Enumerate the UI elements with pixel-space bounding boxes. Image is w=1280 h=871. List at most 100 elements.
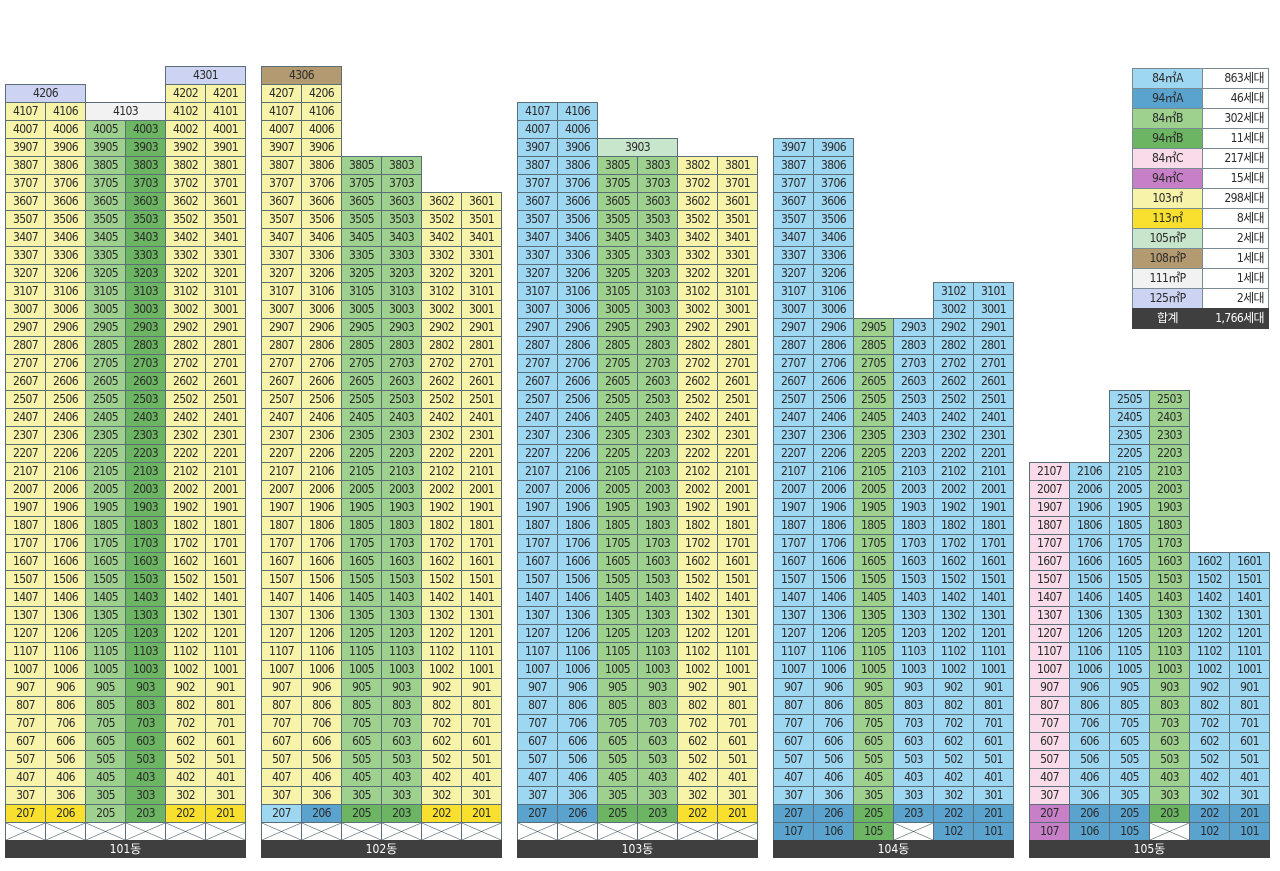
unit-cell: 1201 [205, 624, 246, 643]
unit-cell: 306 [301, 786, 342, 805]
unit-cell: 2706 [301, 354, 342, 373]
unit-cell: 1906 [557, 498, 598, 517]
unit-cell: 3801 [717, 156, 758, 175]
unit-cell: 1103 [125, 642, 166, 661]
unit-cell: 1501 [1229, 570, 1270, 589]
unit-cell: 2006 [1069, 480, 1110, 499]
unit-cell: 3707 [773, 174, 814, 193]
unit-cell: 2301 [461, 426, 502, 445]
unit-cell: 407 [261, 768, 302, 787]
unit-cell: 3106 [557, 282, 598, 301]
unit-cell: 4107 [5, 102, 46, 121]
unit-cell: 707 [517, 714, 558, 733]
unit-cell: 2802 [933, 336, 974, 355]
unit-cell: 4201 [205, 84, 246, 103]
unit-cell: 3002 [933, 300, 974, 319]
unit-cell: 2505 [85, 390, 126, 409]
unit-cell: 907 [773, 678, 814, 697]
unit-cell: 1407 [1029, 588, 1070, 607]
unit-cell: 207 [1029, 804, 1070, 823]
unit-cell: 2401 [717, 408, 758, 427]
unit-cell: 2002 [933, 480, 974, 499]
unit-cell: 3806 [813, 156, 854, 175]
unit-cell: 1305 [341, 606, 382, 625]
unit-cell: 3503 [125, 210, 166, 229]
unit-cell: 406 [557, 768, 598, 787]
unit-cell: 2307 [773, 426, 814, 445]
legend-swatch-label: 94㎡A [1132, 88, 1203, 109]
unit-cell: 905 [341, 678, 382, 697]
unit-cell: 605 [853, 732, 894, 751]
unit-cell: 1002 [165, 660, 206, 679]
unit-cell: 1403 [381, 588, 422, 607]
unit-cell: 1902 [933, 498, 974, 517]
unit-cell: 2605 [341, 372, 382, 391]
unit-cell: 1305 [1109, 606, 1150, 625]
unit-cell: 3707 [517, 174, 558, 193]
unit-cell: 3603 [125, 192, 166, 211]
unit-cell: 1107 [5, 642, 46, 661]
unit-cell: 2607 [517, 372, 558, 391]
unit-cell: 2306 [813, 426, 854, 445]
unit-cell: 2901 [461, 318, 502, 337]
unit-cell: 201 [973, 804, 1014, 823]
unit-cell: 3102 [677, 282, 718, 301]
unit-cell: 2007 [1029, 480, 1070, 499]
unit-cell: 1105 [341, 642, 382, 661]
unit-cell: 1405 [85, 588, 126, 607]
unit-cell: 3106 [45, 282, 86, 301]
legend-count: 8세대 [1202, 208, 1269, 229]
unit-cell: 2305 [1109, 426, 1150, 445]
unit-cell: 1803 [637, 516, 678, 535]
unit-cell: 1203 [893, 624, 934, 643]
unit-cell: 1506 [557, 570, 598, 589]
unit-cell: 202 [1189, 804, 1230, 823]
pilotis-cell [125, 822, 166, 841]
unit-cell: 506 [45, 750, 86, 769]
unit-cell: 1801 [461, 516, 502, 535]
unit-cell: 2505 [597, 390, 638, 409]
unit-cell: 2001 [461, 480, 502, 499]
unit-cell: 2203 [893, 444, 934, 463]
unit-cell: 2105 [341, 462, 382, 481]
unit-cell: 3907 [5, 138, 46, 157]
unit-cell: 1503 [1149, 570, 1190, 589]
unit-cell: 1807 [517, 516, 558, 535]
unit-cell: 2407 [517, 408, 558, 427]
unit-cell: 206 [45, 804, 86, 823]
unit-cell: 1102 [677, 642, 718, 661]
unit-cell: 903 [381, 678, 422, 697]
unit-cell: 1703 [381, 534, 422, 553]
unit-cell: 3102 [165, 282, 206, 301]
unit-cell: 3402 [677, 228, 718, 247]
unit-cell: 1301 [461, 606, 502, 625]
unit-cell: 1806 [45, 516, 86, 535]
unit-cell: 1001 [973, 660, 1014, 679]
unit-cell: 307 [5, 786, 46, 805]
unit-cell: 2402 [933, 408, 974, 427]
unit-cell: 2503 [125, 390, 166, 409]
unit-cell: 2003 [381, 480, 422, 499]
unit-cell: 1302 [933, 606, 974, 625]
unit-cell: 602 [933, 732, 974, 751]
unit-cell: 1207 [5, 624, 46, 643]
unit-cell: 3807 [773, 156, 814, 175]
unit-cell: 102 [1189, 822, 1230, 841]
unit-cell: 2107 [5, 462, 46, 481]
penthouse-cell: 4103 [85, 102, 166, 121]
unit-cell: 903 [125, 678, 166, 697]
unit-cell: 2406 [45, 408, 86, 427]
unit-cell: 1702 [165, 534, 206, 553]
unit-cell: 2701 [205, 354, 246, 373]
unit-cell: 2307 [5, 426, 46, 445]
unit-cell: 701 [205, 714, 246, 733]
unit-cell: 1206 [1069, 624, 1110, 643]
unit-cell: 401 [973, 768, 1014, 787]
unit-cell: 3303 [637, 246, 678, 265]
unit-cell: 2101 [461, 462, 502, 481]
unit-cell: 3305 [341, 246, 382, 265]
unit-cell: 1205 [1109, 624, 1150, 643]
unit-cell: 2403 [893, 408, 934, 427]
unit-cell: 3501 [717, 210, 758, 229]
unit-cell: 1301 [717, 606, 758, 625]
